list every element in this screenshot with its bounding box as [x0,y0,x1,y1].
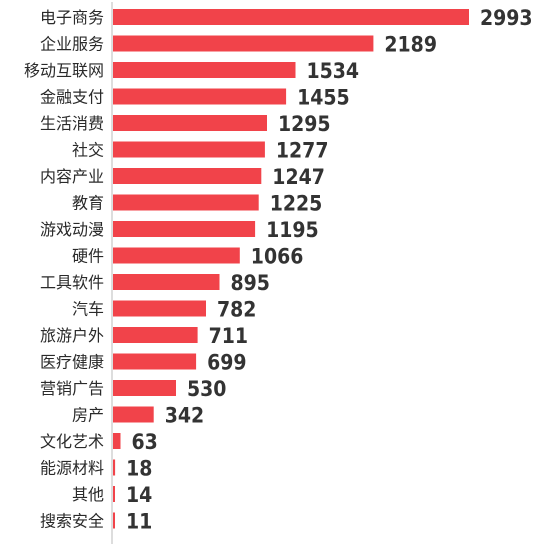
bar [113,115,267,131]
value-label: 1066 [251,245,304,269]
value-label: 699 [207,351,246,375]
value-label: 1295 [278,112,331,136]
category-label: 电子商务 [40,8,104,27]
category-label: 旅游户外 [40,326,104,345]
bar [113,327,198,343]
bars-group [113,9,469,529]
value-label: 14 [126,483,152,507]
value-label: 711 [209,324,248,348]
category-label: 内容产业 [40,167,104,186]
category-label: 社交 [72,141,104,160]
bar [113,353,197,370]
bar [113,406,154,423]
value-label: 11 [126,510,152,534]
bar [113,459,116,476]
category-label: 游戏动漫 [40,220,104,239]
value-label: 1225 [270,192,323,216]
category-label: 能源材料 [40,459,104,478]
bar [113,300,206,317]
category-label: 营销广告 [40,379,104,398]
category-label: 生活消费 [40,114,104,133]
value-label: 1534 [307,59,360,83]
value-label: 530 [187,377,226,401]
category-label: 汽车 [72,300,104,319]
category-label: 其他 [72,485,104,504]
category-label: 教育 [72,194,104,213]
value-label: 342 [165,404,204,428]
value-label: 1195 [266,218,319,242]
category-label: 文化艺术 [40,432,104,451]
category-label: 工具软件 [40,273,104,292]
bar [113,247,240,264]
bar [113,168,262,184]
value-label: 18 [126,457,152,481]
category-labels-group: 电子商务企业服务移动互联网金融支付生活消费社交内容产业教育游戏动漫硬件工具软件汽… [24,8,104,531]
value-label: 1455 [297,86,350,110]
category-label: 医疗健康 [40,353,104,372]
bar [113,274,220,290]
value-label: 63 [132,430,158,454]
value-label: 1277 [276,139,329,163]
value-label: 2993 [480,6,533,30]
bar [113,62,296,78]
bar [113,194,259,211]
category-label: 房产 [72,406,104,425]
value-label: 895 [231,271,270,295]
bar [113,9,469,25]
value-label: 782 [217,298,256,322]
bar [113,221,256,237]
bar [113,433,121,449]
value-label: 1247 [272,165,325,189]
value-label: 2189 [384,33,437,57]
category-label: 移动互联网 [24,61,104,80]
bar [113,486,115,502]
bar [113,35,374,52]
bar [113,512,115,529]
category-label: 硬件 [72,247,104,266]
bar [113,380,176,396]
bar [113,88,287,105]
category-label: 企业服务 [40,35,104,54]
category-label: 搜索安全 [40,512,104,531]
category-label: 金融支付 [40,88,104,107]
bar [113,141,265,158]
